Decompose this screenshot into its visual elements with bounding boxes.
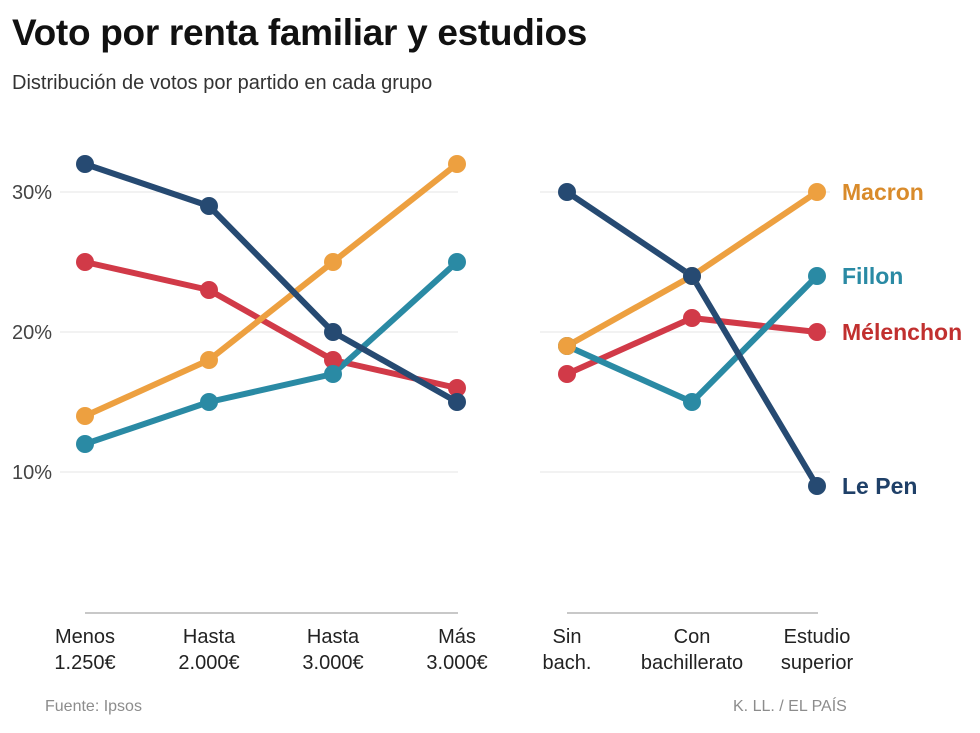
x-tick-label-line: superior — [781, 652, 854, 674]
x-tick-label: Menos 1.250€ — [54, 626, 115, 674]
legend-label-fillon: Fillon — [842, 263, 903, 289]
x-tick-label-line: Sin — [553, 626, 582, 648]
x-tick-label-line: Más — [438, 626, 476, 648]
legend-label-macron: Macron — [842, 179, 924, 205]
grid-layer — [60, 191, 830, 473]
data-point-fillon — [683, 393, 701, 411]
source-note: Fuente: Ipsos — [45, 698, 142, 715]
x-tick-label: Estudio superior — [781, 626, 854, 674]
series-lines — [82, 161, 820, 489]
data-point-le-pen — [324, 323, 342, 341]
y-tick-label: 30% — [12, 182, 52, 204]
data-point-fillon — [808, 267, 826, 285]
data-point-macron — [558, 337, 576, 355]
series-line-le-pen — [564, 189, 820, 489]
data-point-melenchon — [808, 323, 826, 341]
x-tick-label: Hasta 2.000€ — [178, 626, 239, 674]
x-tick-label-line: 3.000€ — [302, 652, 363, 674]
data-point-melenchon — [448, 379, 466, 397]
data-point-melenchon — [76, 253, 94, 271]
data-point-le-pen — [808, 477, 826, 495]
data-point-fillon — [76, 435, 94, 453]
x-tick-label-line: bach. — [543, 652, 592, 674]
data-point-le-pen — [448, 393, 466, 411]
y-tick-label: 10% — [12, 462, 52, 484]
x-tick-label: Hasta 3.000€ — [302, 626, 363, 674]
x-tick-label-line: Hasta — [183, 626, 236, 648]
x-tick-label-line: Estudio — [784, 626, 851, 648]
x-tick-label-line: 2.000€ — [178, 652, 239, 674]
legend-label-le-pen: Le Pen — [842, 473, 917, 499]
credit-note: K. LL. / EL PAÍS — [733, 698, 847, 715]
x-tick-label-line: Con — [674, 626, 711, 648]
chart-title: Voto por renta familiar y estudios — [12, 12, 588, 53]
data-point-macron — [448, 155, 466, 173]
data-point-le-pen — [200, 197, 218, 215]
data-point-macron — [324, 253, 342, 271]
label-layer: 10% 20% 30% Menos 1.250€ Hasta 2.000€ Hasta 3.00… — [12, 179, 962, 674]
x-tick-label-line: 3.000€ — [426, 652, 487, 674]
x-tick-label: Más 3.000€ — [426, 626, 487, 674]
data-point-melenchon — [558, 365, 576, 383]
chart-subtitle: Distribución de votos por partido en cad… — [12, 72, 433, 94]
data-point-le-pen — [683, 267, 701, 285]
data-point-le-pen — [558, 183, 576, 201]
data-point-macron — [76, 407, 94, 425]
x-tick-label-line: Hasta — [307, 626, 360, 648]
series-points — [76, 155, 826, 495]
legend-label-melenchon: Mélenchon — [842, 319, 962, 345]
data-point-melenchon — [683, 309, 701, 327]
x-tick-label-line: bachillerato — [641, 652, 743, 674]
x-tick-label: Sin bach. — [543, 626, 592, 674]
data-point-melenchon — [324, 351, 342, 369]
series-line-macron — [82, 161, 460, 419]
series-line-melenchon — [82, 259, 460, 391]
x-tick-label-line: Menos — [55, 626, 115, 648]
series-line-fillon — [82, 259, 460, 447]
data-point-fillon — [200, 393, 218, 411]
y-tick-label: 20% — [12, 322, 52, 344]
data-point-fillon — [448, 253, 466, 271]
x-tick-label: Con bachillerato — [641, 626, 743, 674]
series-line-fillon — [564, 273, 820, 405]
data-point-macron — [808, 183, 826, 201]
data-point-macron — [200, 351, 218, 369]
data-point-fillon — [324, 365, 342, 383]
data-point-le-pen — [76, 155, 94, 173]
series-line-le-pen — [82, 161, 460, 405]
data-point-melenchon — [200, 281, 218, 299]
x-tick-label-line: 1.250€ — [54, 652, 115, 674]
